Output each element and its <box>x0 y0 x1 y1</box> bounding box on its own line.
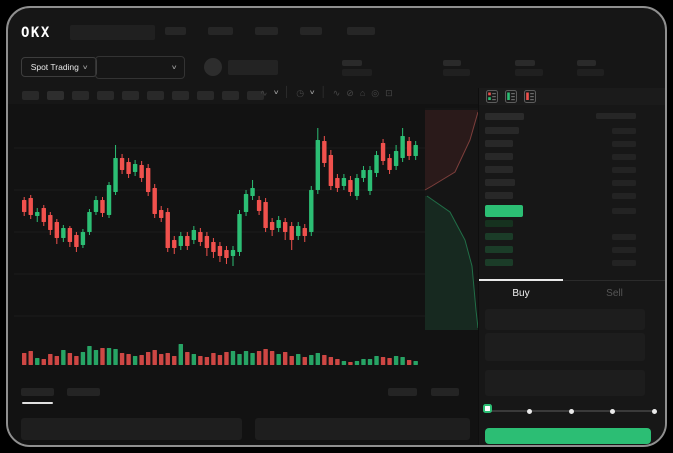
timeframe-button[interactable] <box>247 91 264 100</box>
order-history-box[interactable] <box>255 418 470 440</box>
ticker-stat-label <box>515 60 535 66</box>
nav-item[interactable] <box>255 27 278 35</box>
ask-row-price[interactable] <box>485 140 513 147</box>
ticker-stat-label <box>443 60 461 66</box>
bid-row-price[interactable] <box>485 246 513 253</box>
market-selector-label: Spot Trading <box>30 62 79 72</box>
buy-submit-button[interactable] <box>485 428 651 444</box>
asks-book-icon[interactable] <box>524 90 536 103</box>
fullscreen-icon[interactable]: ⊡ <box>385 88 393 98</box>
ask-row-amount <box>612 193 636 199</box>
indicators-icon[interactable]: ∿ <box>332 88 341 98</box>
chevron-down-icon[interactable]: ∨ <box>308 90 316 96</box>
last-price-amount <box>612 208 636 214</box>
amount-input[interactable] <box>485 333 645 361</box>
timeframe-button[interactable] <box>72 91 89 100</box>
ask-row-amount <box>612 128 636 134</box>
pair-selector-dropdown[interactable]: ∨ <box>95 56 185 79</box>
slider-step[interactable] <box>568 408 574 414</box>
buy-tab-underline <box>479 279 563 281</box>
timeframe-button[interactable] <box>172 91 189 100</box>
screenshot-icon[interactable]: ⌂ <box>359 88 366 98</box>
nav-item[interactable] <box>347 27 375 35</box>
timeframe-button[interactable] <box>22 91 39 100</box>
search-bar[interactable] <box>70 25 155 40</box>
bottom-tab-active[interactable] <box>21 388 54 396</box>
coin-avatar[interactable] <box>204 58 222 76</box>
tab-divider <box>563 280 665 281</box>
ask-row-price[interactable] <box>485 179 515 186</box>
timeframe-button[interactable] <box>147 91 164 100</box>
combined-book-icon[interactable] <box>486 90 498 103</box>
orderbook-toolbar <box>479 88 665 105</box>
slider-step[interactable] <box>609 408 615 414</box>
ask-row-price[interactable] <box>485 153 513 160</box>
chevron-down-icon: ∨ <box>81 64 89 71</box>
bid-row-amount <box>612 260 636 266</box>
bottom-action[interactable] <box>388 388 417 396</box>
nav-item[interactable] <box>300 27 322 35</box>
last-price-badge[interactable] <box>485 205 523 217</box>
timeframe-button[interactable] <box>122 91 139 100</box>
okx-logo[interactable]: OKX <box>21 25 51 41</box>
orderbook-panel: Buy Sell <box>478 88 665 445</box>
bid-row-price[interactable] <box>485 259 513 266</box>
ticker-stat-label <box>342 60 362 66</box>
ticker-stat-value <box>342 69 372 76</box>
price-chart[interactable] <box>14 108 479 366</box>
chevron-down-icon[interactable]: ∨ <box>272 90 280 96</box>
slider-handle[interactable] <box>483 404 492 413</box>
timeframe-button[interactable] <box>222 91 239 100</box>
bottom-tab[interactable] <box>67 388 100 396</box>
app-window: OKX Spot Trading ∨ ∨ ∿ ∨ │ ◷ ∨ │ <box>6 6 667 447</box>
bottom-action[interactable] <box>431 388 459 396</box>
timeframe-buttons <box>22 91 264 100</box>
nav-item[interactable] <box>208 27 233 35</box>
bid-row-price[interactable] <box>485 233 513 240</box>
ask-row-price[interactable] <box>485 166 513 173</box>
book-col-header <box>596 113 636 119</box>
book-col-header <box>485 113 524 120</box>
ask-row-amount <box>612 180 636 186</box>
timeframe-button[interactable] <box>197 91 214 100</box>
chart-style-icon[interactable]: ∿ <box>260 88 268 98</box>
tab-sell[interactable]: Sell <box>606 287 623 299</box>
ask-row-amount <box>612 167 636 173</box>
tab-buy[interactable]: Buy <box>512 287 530 299</box>
divider: │ <box>320 87 327 98</box>
compare-icon[interactable]: ◷ <box>296 88 305 98</box>
ask-row-price[interactable] <box>485 192 513 199</box>
bid-row-amount <box>612 234 636 240</box>
ticker-stat-value <box>577 69 604 76</box>
total-input[interactable] <box>485 370 645 396</box>
order-history-box[interactable] <box>21 418 242 440</box>
bottom-tab-underline <box>22 402 53 404</box>
ask-row-price[interactable] <box>485 127 519 134</box>
ticker-stat-label <box>577 60 596 66</box>
ask-row-amount <box>612 154 636 160</box>
ask-row-amount <box>612 141 636 147</box>
bid-row-amount <box>612 247 636 253</box>
divider: │ <box>283 87 291 98</box>
timeframe-button[interactable] <box>47 91 64 100</box>
slider-step[interactable] <box>651 408 657 414</box>
timeframe-button[interactable] <box>97 91 114 100</box>
ticker-stat-value <box>515 69 543 76</box>
nav-item[interactable] <box>165 27 186 35</box>
chevron-down-icon: ∨ <box>170 65 178 71</box>
bid-row-price[interactable] <box>485 220 513 227</box>
bids-book-icon[interactable] <box>505 90 517 103</box>
draw-tools-icon[interactable]: ⊘ <box>346 88 354 98</box>
ticker-stat-value <box>443 69 470 76</box>
pair-name-placeholder <box>228 60 278 75</box>
price-input[interactable] <box>485 309 645 330</box>
slider-step[interactable] <box>526 408 532 414</box>
market-selector-button[interactable]: Spot Trading ∨ <box>21 57 97 77</box>
settings-icon[interactable]: ◎ <box>371 88 380 98</box>
